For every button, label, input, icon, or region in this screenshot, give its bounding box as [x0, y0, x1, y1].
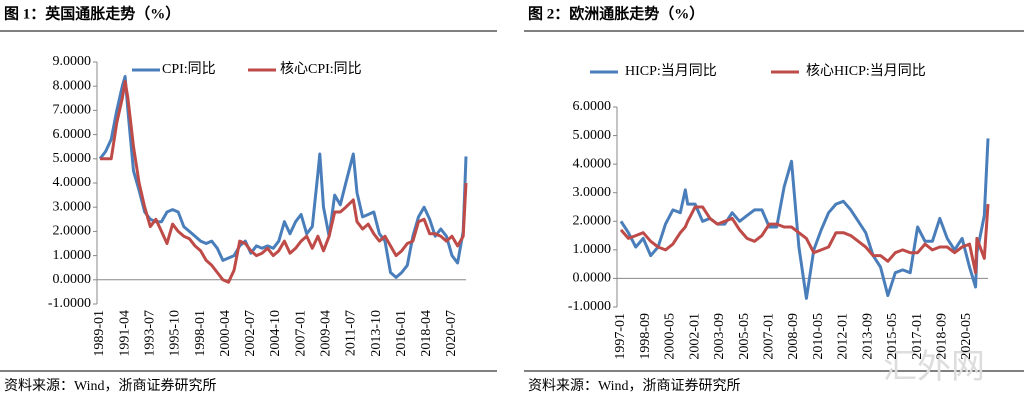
series-line: [619, 138, 990, 300]
series-line: [100, 79, 468, 284]
x-tick-label: 2002-07: [243, 310, 258, 357]
y-tick-label: 9.0000: [53, 54, 92, 69]
y-tick-label: -1.0000: [48, 296, 91, 311]
y-tick-label: 2.0000: [573, 214, 612, 229]
x-tick-label: 2007-01: [293, 310, 308, 357]
x-tick-label: 2015-05: [885, 313, 900, 360]
x-tick-label: 2018-04: [419, 310, 434, 357]
source-note: 资料来源：Wind，浙商证券研究所: [528, 378, 741, 394]
x-tick-label: 2012-01: [836, 313, 851, 360]
y-tick-label: 1.0000: [573, 242, 612, 257]
y-tick-label: 6.0000: [53, 127, 92, 142]
y-tick-label: 5.0000: [53, 151, 92, 166]
y-tick-label: 0.0000: [53, 272, 92, 287]
y-tick-label: 3.0000: [53, 199, 92, 214]
x-tick-label: 1993-07: [143, 310, 158, 357]
series-line: [98, 75, 468, 279]
legend-label: 核心CPI:同比: [280, 61, 362, 77]
x-tick-label: 2010-05: [811, 313, 826, 360]
x-tick-label: 2007-01: [762, 313, 777, 360]
x-tick-label: 2018-09: [935, 313, 950, 360]
x-tick-label: 1997-01: [613, 313, 628, 360]
chart-title: 图 1：英国通胀走势（%）: [4, 4, 180, 22]
x-tick-label: 2017-01: [910, 313, 925, 360]
x-tick-label: 2020-07: [444, 310, 459, 357]
y-tick-label: 4.0000: [53, 175, 92, 190]
x-tick-label: 2011-07: [344, 310, 359, 356]
y-tick-label: 6.0000: [573, 99, 612, 114]
legend-label: 核心HICP:当月同比: [806, 63, 926, 79]
x-tick-label: 1998-09: [638, 313, 653, 360]
x-tick-label: 2020-05: [959, 313, 974, 360]
y-tick-label: 7.0000: [53, 103, 92, 118]
x-tick-label: 1995-10: [168, 310, 183, 357]
y-tick-label: 5.0000: [573, 128, 612, 143]
x-tick-label: 2008-09: [786, 313, 801, 360]
x-tick-label: 2013-10: [369, 310, 384, 357]
x-tick-label: 2000-05: [663, 313, 678, 360]
x-tick-label: 2000-04: [218, 310, 233, 357]
x-tick-label: 2009-04: [319, 310, 334, 357]
x-tick-label: 2013-09: [860, 313, 875, 360]
x-tick-label: 2004-10: [268, 310, 283, 357]
legend-label: CPI:同比: [162, 61, 216, 77]
x-tick-label: 1998-01: [193, 310, 208, 357]
y-tick-label: 4.0000: [573, 156, 612, 171]
chart-title: 图 2：欧洲通胀走势（%）: [528, 4, 704, 22]
y-tick-label: 3.0000: [573, 185, 612, 200]
x-tick-label: 2003-09: [712, 313, 727, 360]
y-tick-label: 1.0000: [53, 248, 92, 263]
y-tick-label: 8.0000: [53, 78, 92, 93]
x-tick-label: 2016-01: [394, 310, 409, 357]
y-tick-label: -1.0000: [568, 299, 611, 314]
series-line: [619, 203, 990, 275]
x-tick-label: 2005-05: [737, 313, 752, 360]
source-note: 资料来源：Wind，浙商证券研究所: [4, 378, 217, 394]
x-tick-label: 1989-01: [92, 310, 107, 357]
y-tick-label: 0.0000: [573, 271, 612, 286]
x-tick-label: 1991-04: [117, 310, 132, 357]
watermark: 汇外网: [883, 348, 985, 386]
legend-label: HICP:当月同比: [625, 63, 717, 79]
x-tick-label: 2002-01: [687, 313, 702, 360]
y-tick-label: 2.0000: [53, 224, 92, 239]
